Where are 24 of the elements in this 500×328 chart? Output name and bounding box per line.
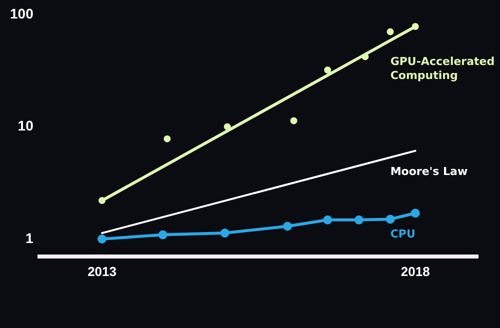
series-label: GPU-Accelerated Computing: [390, 54, 495, 82]
point: [98, 197, 106, 204]
point: [324, 66, 332, 74]
point: [354, 215, 364, 224]
series-label: Moore's Law: [390, 165, 468, 178]
point: [410, 208, 420, 218]
x-tick-label: 2013: [88, 264, 116, 279]
point: [362, 53, 369, 60]
point: [283, 222, 292, 231]
point: [98, 234, 107, 244]
point: [386, 28, 394, 36]
point: [290, 117, 298, 124]
point: [158, 230, 168, 240]
y-tick-label: 100: [10, 5, 34, 22]
y-tick-label: 10: [18, 118, 34, 134]
x-tick-label: 2018: [400, 264, 430, 279]
point: [164, 135, 171, 142]
point: [323, 215, 332, 224]
point: [220, 228, 230, 238]
point: [224, 123, 231, 130]
point: [386, 214, 395, 224]
point: [412, 23, 419, 30]
y-tick-label: 1: [26, 230, 34, 246]
series-label: CPU: [390, 227, 416, 240]
